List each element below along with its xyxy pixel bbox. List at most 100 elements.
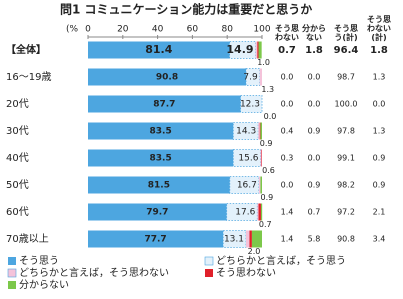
table-header: そう思わない <box>275 24 299 42</box>
table-cell: 0.0 <box>308 100 321 109</box>
table-cell: 0.9 <box>308 127 321 136</box>
x-tick-label: 100 <box>253 25 270 35</box>
legend-swatch <box>205 269 213 277</box>
table-cell: 0.7 <box>278 45 296 56</box>
x-tick-label: 60 <box>187 25 199 35</box>
data-label: 15.6 <box>238 154 258 164</box>
data-label: 7.9 <box>243 73 258 83</box>
table-cell: 0.0 <box>281 181 294 190</box>
bar-segment <box>258 203 261 221</box>
table-cell: 99.1 <box>337 154 355 163</box>
bar-segment <box>260 203 263 221</box>
table-cell: 0.0 <box>308 154 321 163</box>
table-cell: 1.4 <box>281 235 294 244</box>
data-label: 0.7 <box>259 220 272 229</box>
bar-segment <box>245 230 250 248</box>
legend-label: 分からない <box>19 279 69 291</box>
bar-segment <box>258 41 262 59</box>
legend-label: どちらかと言えば，そう思わない <box>19 266 169 279</box>
table-cell: 90.8 <box>337 235 355 244</box>
data-label: 14.9 <box>226 43 253 56</box>
data-label: 81.5 <box>148 181 170 191</box>
data-label: 2.0 <box>248 247 261 256</box>
legend-swatch <box>204 256 214 266</box>
data-label: 12.3 <box>240 100 260 110</box>
data-label: 79.7 <box>146 208 168 218</box>
table-header: そう思う(計) <box>334 24 358 42</box>
table-cell: 100.0 <box>335 100 358 109</box>
bar-segment <box>229 176 260 194</box>
data-label: 1.0 <box>257 58 270 67</box>
category-label: 70歳以上 <box>6 233 49 245</box>
table-cell: 0.0 <box>308 73 321 82</box>
bar-segment <box>258 122 260 140</box>
data-label: 0.9 <box>260 139 273 148</box>
bar-segment <box>257 203 259 221</box>
bar-segment <box>88 68 246 86</box>
bar-segment <box>249 230 252 248</box>
data-label: 16.7 <box>237 181 257 191</box>
data-label: 77.7 <box>144 235 166 245</box>
table-cell: 0.4 <box>281 127 294 136</box>
legend-label: そう思わない <box>216 267 276 279</box>
bar-segment <box>260 122 262 140</box>
table-header: 分からない <box>302 24 326 42</box>
x-tick-label: 0 <box>85 25 91 35</box>
data-label: 0.6 <box>262 166 275 175</box>
table-cell: 0.0 <box>281 73 294 82</box>
data-label: 0.9 <box>261 193 274 202</box>
table-cell: 98.2 <box>337 181 355 190</box>
table-cell: 0.9 <box>373 181 386 190</box>
table-cell: 0.9 <box>373 154 386 163</box>
table-cell: 1.8 <box>370 45 388 56</box>
category-label: 50代 <box>6 179 29 191</box>
table-cell: 98.7 <box>337 73 355 82</box>
x-tick-label: 80 <box>221 25 233 35</box>
table-cell: 0.7 <box>308 208 321 217</box>
bar-segment <box>258 176 261 194</box>
bar-segment <box>260 176 262 194</box>
data-label: 1.3 <box>261 85 274 94</box>
category-label: 40代 <box>6 152 29 164</box>
bar-segment <box>88 149 234 167</box>
table-cell: 5.8 <box>308 235 321 244</box>
table-cell: 3.4 <box>373 235 386 244</box>
bar-segment <box>88 230 224 248</box>
legend-label: そう思う <box>19 255 59 267</box>
category-label: 30代 <box>6 125 29 137</box>
table-cell: 1.3 <box>373 73 386 82</box>
table-cell: 0.9 <box>308 181 321 190</box>
legend-swatch <box>8 281 16 289</box>
bar-segment <box>88 95 241 113</box>
bar-segment <box>257 41 259 59</box>
bar-segment <box>261 149 262 167</box>
table-cell: 1.4 <box>281 208 294 217</box>
table-cell: 97.2 <box>337 208 355 217</box>
x-tick-label: 40 <box>152 25 164 35</box>
legend-swatch <box>7 268 17 278</box>
bar-segment <box>240 95 263 113</box>
legend-swatch <box>8 257 16 265</box>
data-label: 83.5 <box>150 127 172 137</box>
data-label: 81.4 <box>145 43 172 56</box>
bar-segment <box>88 122 234 140</box>
x-tick-label: 20 <box>117 25 129 35</box>
table-cell: 97.8 <box>337 127 355 136</box>
data-label: 83.5 <box>150 154 172 164</box>
category-label: 20代 <box>6 98 29 110</box>
table-cell: 0.0 <box>281 100 294 109</box>
axis-label: (% <box>66 25 79 35</box>
category-label: 【全体】 <box>6 43 46 56</box>
data-label: 0.0 <box>264 112 277 121</box>
table-cell: 1.3 <box>373 127 386 136</box>
table-cell: 2.1 <box>373 208 386 217</box>
bar-segment <box>232 149 261 167</box>
data-label: 90.8 <box>156 73 178 83</box>
data-label: 14.3 <box>236 127 256 137</box>
bar-segment <box>259 122 261 140</box>
bar-segment <box>88 203 227 221</box>
legend-label: どちらかと言えば，そう思う <box>216 254 346 267</box>
bar-segment <box>88 176 230 194</box>
